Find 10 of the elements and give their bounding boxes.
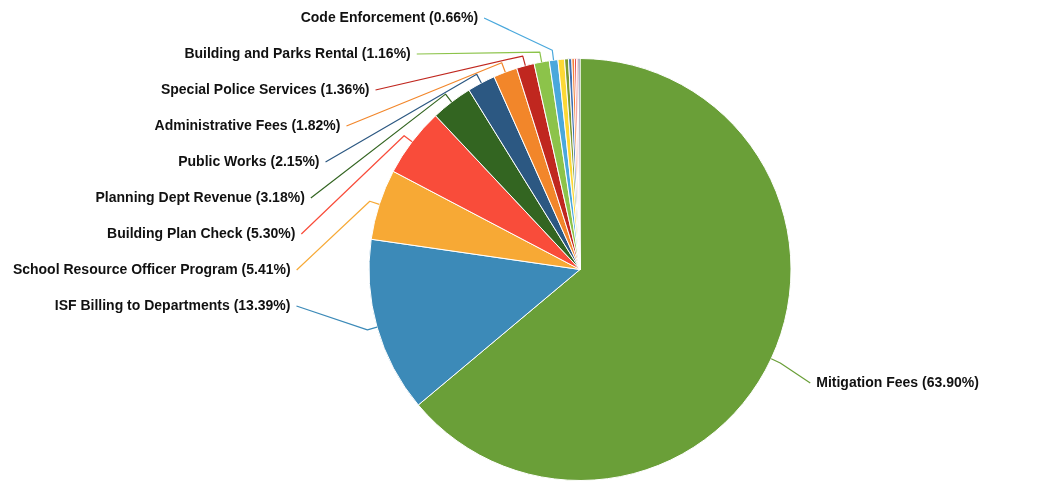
- slice-label: Building Plan Check (5.30%): [107, 224, 296, 241]
- slice-label: ISF Billing to Departments (13.39%): [54, 296, 291, 313]
- slice-label: Building and Parks Rental (1.16%): [184, 44, 411, 61]
- slice-label: Mitigation Fees (63.90%): [816, 373, 979, 390]
- slice-label: Administrative Fees (1.82%): [154, 116, 341, 133]
- slice-label: School Resource Officer Program (5.41%): [12, 260, 291, 277]
- slice-label: Planning Dept Revenue (3.18%): [95, 188, 305, 205]
- slice-label: Public Works (2.15%): [178, 152, 320, 169]
- slice-label: Special Police Services (1.36%): [160, 80, 370, 97]
- slice-label: Code Enforcement (0.66%): [300, 8, 479, 25]
